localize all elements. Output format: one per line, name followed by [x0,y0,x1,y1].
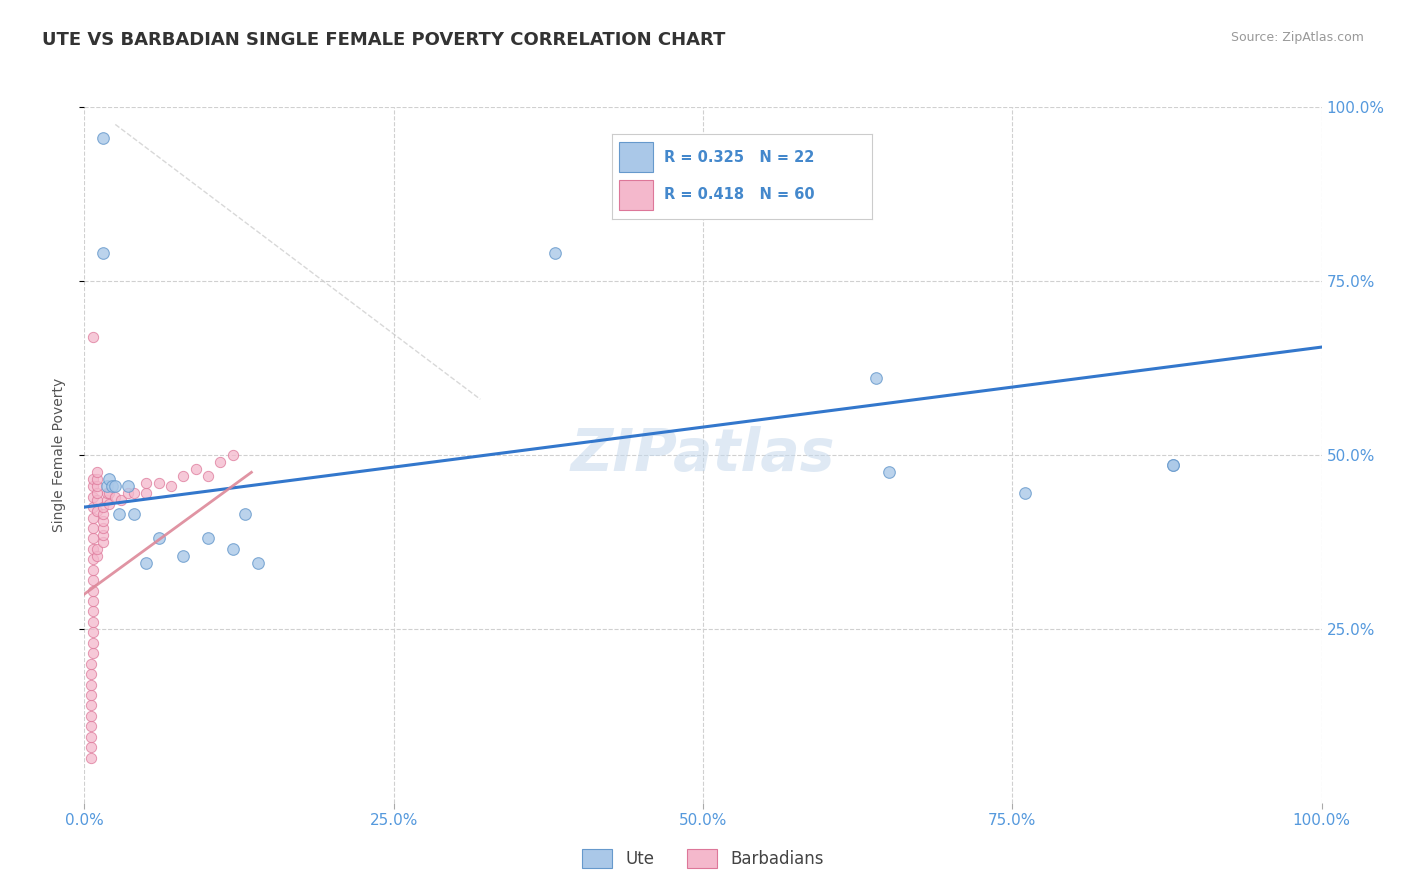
Text: R = 0.325   N = 22: R = 0.325 N = 22 [664,150,814,165]
Point [222,448,245,462]
Point [222,541,245,556]
Point [91,131,114,145]
Point [79,750,101,764]
Point [104,479,127,493]
Point [197,532,219,546]
Point [86,466,108,480]
Point [86,541,108,556]
Point [79,688,101,702]
Point [877,466,900,480]
Text: R = 0.418   N = 60: R = 0.418 N = 60 [664,187,814,202]
Point [1161,458,1184,473]
Point [98,472,121,486]
Point [233,507,256,521]
Point [86,549,108,563]
Bar [620,142,654,172]
Point [197,468,219,483]
Point [82,329,104,343]
Point [184,462,207,476]
Point [91,528,114,542]
Point [172,549,194,563]
Point [82,472,104,486]
Point [86,472,108,486]
Point [96,493,118,508]
Point [82,563,104,577]
Point [91,514,114,528]
Point [1014,486,1036,500]
Point [79,677,101,691]
Point [82,532,104,546]
Text: Source: ZipAtlas.com: Source: ZipAtlas.com [1230,31,1364,45]
Text: UTE VS BARBADIAN SINGLE FEMALE POVERTY CORRELATION CHART: UTE VS BARBADIAN SINGLE FEMALE POVERTY C… [42,31,725,49]
Point [96,479,118,493]
Point [148,532,170,546]
Point [96,486,118,500]
Point [82,479,104,493]
Point [91,535,114,549]
Point [117,486,139,500]
Point [117,479,139,493]
Point [135,486,157,500]
Point [79,657,101,671]
Point [865,371,887,385]
Point [82,490,104,504]
Point [79,708,101,723]
Point [100,479,122,493]
Point [82,541,104,556]
Point [86,479,108,493]
Point [122,507,145,521]
Point [91,500,114,514]
Point [82,594,104,608]
Point [82,625,104,640]
Point [82,583,104,598]
Point [79,740,101,755]
Point [122,486,145,500]
Point [86,503,108,517]
Point [543,246,565,260]
Point [135,556,157,570]
Point [1161,458,1184,473]
Point [91,507,114,521]
Point [104,490,127,504]
Point [91,521,114,535]
Point [98,497,121,511]
Point [91,246,114,260]
Point [86,493,108,508]
Point [82,500,104,514]
Point [246,556,269,570]
Point [82,552,104,566]
Point [82,636,104,650]
Point [86,486,108,500]
Point [79,719,101,733]
Point [79,698,101,713]
Point [79,667,101,681]
Point [82,573,104,587]
Point [108,507,131,521]
Point [82,646,104,660]
Y-axis label: Single Female Poverty: Single Female Poverty [52,378,66,532]
Point [82,521,104,535]
Point [148,475,170,490]
Point [209,455,232,469]
Bar [620,180,654,211]
Point [172,468,194,483]
Point [79,730,101,744]
Point [160,479,183,493]
Point [98,486,121,500]
Text: ZIPatlas: ZIPatlas [571,426,835,483]
Legend: Ute, Barbadians: Ute, Barbadians [575,842,831,874]
Point [82,605,104,619]
Point [82,615,104,629]
Point [135,475,157,490]
Point [82,510,104,524]
Point [110,493,132,508]
